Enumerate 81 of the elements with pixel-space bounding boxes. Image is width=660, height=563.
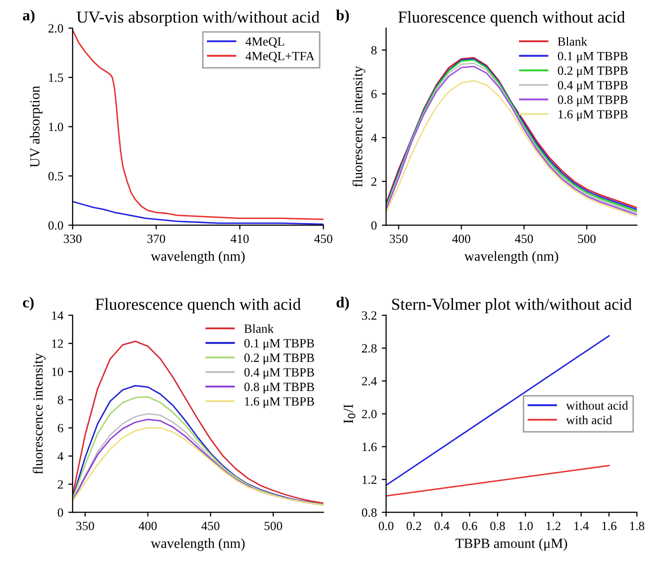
y-axis-title: fluorescence intensity	[32, 353, 46, 474]
text: d)	[336, 296, 349, 311]
legend-label: 0.4 μM TBPB	[244, 368, 314, 380]
legend-label: 0.1 μM TBPB	[558, 52, 628, 63]
x-tick-label: 350	[390, 234, 408, 244]
chart-title: UV-vis absorption with/without acid	[76, 11, 320, 26]
x-tick-label: 1.0	[518, 522, 533, 530]
x-tick-label: 0.6	[462, 522, 478, 530]
y-tick-label: 0.5	[48, 172, 64, 180]
x-tick-label: 0.4	[434, 522, 450, 530]
x-tick-label: 0.0	[378, 522, 394, 530]
y-tick-label: 2	[58, 480, 63, 489]
y-tick-label: 8	[58, 396, 64, 404]
legend-label: Blank	[558, 36, 588, 46]
x-tick-label: 1.6	[602, 522, 616, 530]
legend-label: 0.1 μM TBPB	[244, 339, 314, 350]
y-tick-label: 0.0	[48, 221, 64, 230]
legend-label: 1.6 μM TBPB	[558, 110, 628, 122]
y-tick-label: 10	[52, 368, 64, 376]
y-axis-title: fluorescence intensity	[352, 66, 366, 187]
x-tick-label: 1.2	[546, 522, 560, 530]
x-axis-title: wavelength (nm)	[464, 251, 558, 264]
y-tick-label: 1.2	[362, 476, 376, 484]
y-axis-title: I$_{0}$/I	[344, 404, 356, 424]
x-tick-label: 450	[314, 234, 332, 244]
y-tick-label: 0	[371, 221, 377, 230]
y-tick-label: 2.0	[48, 24, 64, 33]
y-tick-label: 0	[58, 508, 64, 517]
legend-label: 1.6 μM TBPB	[245, 397, 314, 408]
legend-label: 0.8 μM TBPB	[244, 382, 314, 394]
legend-label: 0.2 μM TBPB	[558, 66, 628, 78]
x-tick-label: 450	[201, 522, 220, 530]
legend-label: 0.8 μM TBPB	[558, 96, 628, 107]
chart-title: Fluorescence quench with acid	[96, 298, 301, 314]
y-tick-label: 1.6	[362, 442, 377, 452]
y-tick-label: 14	[52, 311, 64, 320]
x-tick-label: 1.8	[630, 522, 644, 530]
x-tick-label: 500	[264, 522, 282, 530]
legend-label: without acid	[566, 400, 628, 410]
x-axis-title: wavelength (nm)	[150, 251, 245, 264]
y-tick-label: 3.2	[362, 311, 376, 320]
y-tick-label: 1.0	[49, 122, 64, 132]
x-tick-label: 450	[514, 234, 533, 244]
chart-title: Fluorescence quench without acid	[398, 11, 625, 26]
x-tick-label: 400	[138, 522, 157, 530]
y-tick-label: 2.0	[362, 410, 377, 418]
x-tick-label: 1.4	[574, 522, 589, 530]
x-tick-label: 0.2	[406, 522, 422, 530]
y-tick-label: 6	[58, 424, 64, 432]
y-tick-label: 8	[371, 46, 377, 55]
legend-label: 4MeQL+TFA	[246, 52, 315, 62]
x-tick-label: 400	[452, 234, 470, 244]
legend-label: with acid	[566, 415, 612, 424]
x-tick-label: 410	[230, 234, 249, 244]
line-series	[72, 340, 324, 504]
y-tick-label: 12	[52, 339, 63, 348]
y-tick-label: 4	[58, 452, 64, 460]
legend-label: Blank	[244, 324, 274, 333]
y-tick-label: 1.5	[49, 73, 64, 82]
y-tick-label: 2.8	[362, 344, 377, 353]
chart-title: Stern-Volmer plot with/without acid	[392, 298, 632, 314]
text: a)	[22, 10, 34, 24]
x-axis-title: TBPB amount (μM)	[456, 538, 568, 551]
x-tick-label: 0.8	[490, 522, 505, 530]
text: b)	[336, 10, 349, 24]
x-axis-title: wavelength (nm)	[150, 538, 245, 551]
y-axis-title: UV absorption	[30, 86, 42, 168]
legend-label: 4MeQL	[246, 37, 284, 48]
text: c)	[22, 296, 34, 311]
legend-label: 0.4 μM TBPB	[558, 80, 628, 92]
x-tick-label: 350	[76, 522, 94, 530]
x-tick-label: 330	[64, 234, 82, 244]
y-tick-label: 2.4	[362, 377, 377, 386]
legend-label: 0.2 μM TBPB	[244, 354, 314, 365]
y-tick-label: 4	[371, 134, 377, 142]
y-tick-label: 6	[371, 90, 377, 98]
y-tick-label: 2	[371, 177, 376, 186]
x-tick-label: 500	[578, 234, 596, 244]
y-tick-label: 0.8	[362, 508, 377, 517]
x-tick-label: 370	[147, 234, 166, 244]
line-series	[72, 29, 324, 220]
